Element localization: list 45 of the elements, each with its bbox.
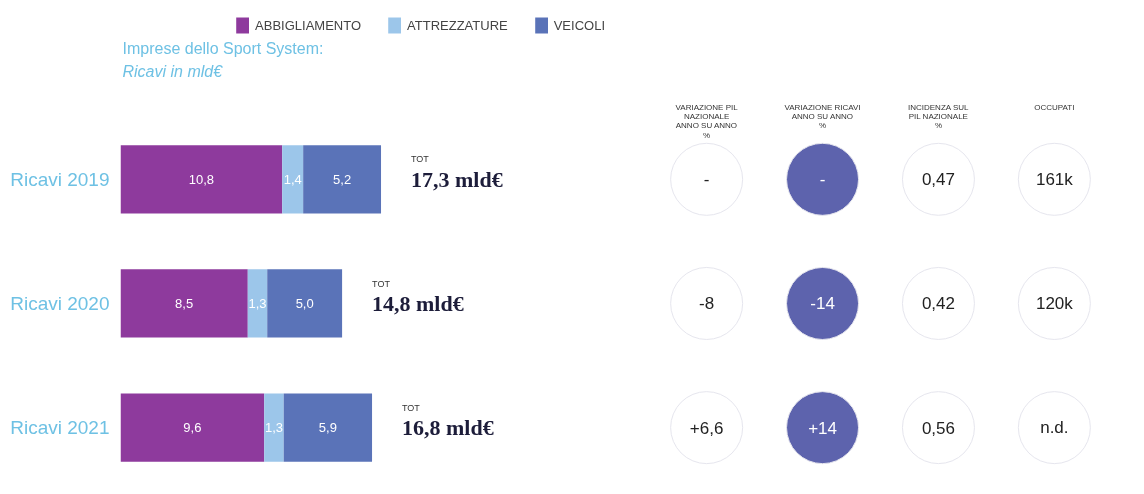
bar <box>120 269 248 338</box>
category-label: OCCUPATI <box>1034 102 1075 112</box>
category-label: INCIDENZA SUL PIL NAZIONALE % <box>908 102 970 131</box>
total-label: TOT 16,8 mld€ <box>401 402 494 441</box>
bar <box>120 393 265 462</box>
bar <box>247 269 268 338</box>
text: +14 <box>808 418 837 438</box>
data-label: 1,4 <box>283 171 302 187</box>
y-tick-label: Ricavi 2020 <box>10 292 110 314</box>
legend-label: ATTREZZATURE <box>407 17 508 33</box>
text: 161k <box>1035 169 1073 189</box>
text: 0,47 <box>921 170 955 190</box>
text: +6,6 <box>689 418 724 438</box>
data-label: 10,8 <box>188 171 215 187</box>
chart-title: Imprese dello Sport System: <box>122 40 324 58</box>
data-label: 5,0 <box>295 295 314 311</box>
y-tick-label: Ricavi 2019 <box>10 168 110 190</box>
bar <box>120 145 283 214</box>
data-label: 9,6 <box>183 420 202 436</box>
text: - <box>703 170 710 190</box>
total-label: TOT 14,8 mld€ <box>372 278 464 317</box>
category-label: VARIAZIONE PIL NAZIONALE ANNO SU ANNO % <box>675 102 739 140</box>
text: - <box>819 170 826 190</box>
data-label: 1,3 <box>248 295 267 311</box>
bar <box>264 393 284 462</box>
legend-label: VEICOLI <box>553 17 605 33</box>
bar <box>282 145 304 214</box>
category-label: VARIAZIONE RICAVI ANNO SU ANNO % <box>784 102 861 131</box>
text: 0,56 <box>921 418 955 438</box>
text: -14 <box>810 294 835 314</box>
text: n.d. <box>1040 418 1069 438</box>
chart-subtitle: Ricavi in mld€ <box>122 62 224 80</box>
bar <box>303 145 382 214</box>
data-label: 5,9 <box>318 420 337 436</box>
text: 0,42 <box>921 294 955 314</box>
text: 120k <box>1035 293 1073 313</box>
data-label: 1,3 <box>264 420 284 436</box>
bar <box>283 393 373 462</box>
bar <box>267 269 343 338</box>
y-tick-label: Ricavi 2021 <box>10 417 110 439</box>
data-label: 5,2 <box>333 171 352 187</box>
text: -8 <box>699 294 715 314</box>
total-label: TOT 17,3 mld€ <box>410 154 503 192</box>
data-label: 8,5 <box>175 295 194 311</box>
legend-label: ABBIGLIAMENTO <box>255 17 362 33</box>
